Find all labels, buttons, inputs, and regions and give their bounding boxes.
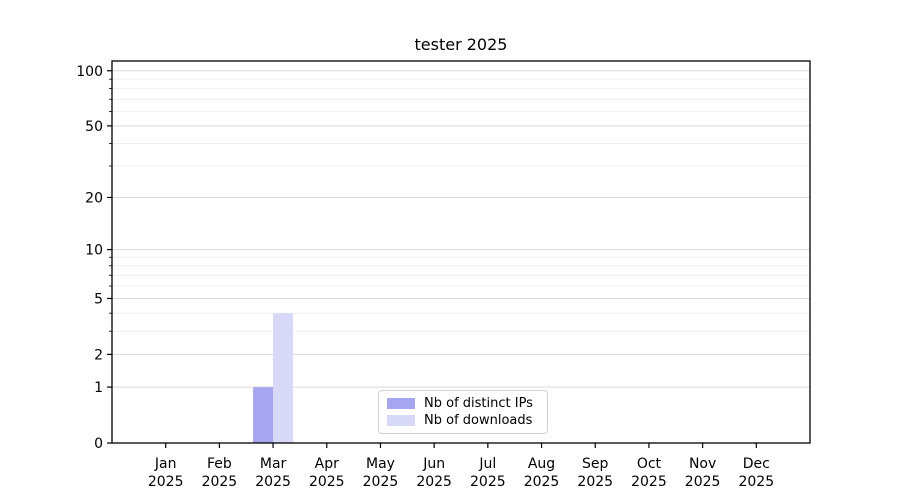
y-tick-label: 1 (94, 380, 103, 396)
x-tick-label-month: Nov (689, 456, 716, 472)
y-tick-label: 10 (85, 243, 103, 259)
y-tick-label: 5 (94, 291, 103, 307)
legend: Nb of distinct IPs Nb of downloads (378, 390, 548, 434)
x-tick-label-month: Sep (582, 456, 609, 472)
legend-swatch (387, 398, 415, 409)
x-tick-label-year: 2025 (685, 474, 721, 490)
x-tick-label-year: 2025 (255, 474, 291, 490)
y-tick-label: 50 (85, 119, 103, 135)
y-tick-label: 100 (76, 64, 103, 80)
y-tick-label: 2 (94, 347, 103, 363)
legend-swatch (387, 415, 415, 426)
x-tick-label-year: 2025 (416, 474, 452, 490)
x-tick-label-year: 2025 (470, 474, 506, 490)
y-tick-label: 0 (94, 436, 103, 452)
x-tick-label-year: 2025 (363, 474, 399, 490)
x-tick-label-year: 2025 (202, 474, 238, 490)
x-tick-label-year: 2025 (524, 474, 560, 490)
bar-nb-of-distinct-ips-mar-2025 (253, 387, 274, 443)
plot-border (111, 60, 811, 444)
x-tick-label-year: 2025 (148, 474, 184, 490)
x-tick-label-year: 2025 (577, 474, 613, 490)
x-tick-label-month: Jan (154, 456, 177, 472)
legend-item-nb-of-downloads: Nb of downloads (387, 413, 539, 428)
x-tick-label-year: 2025 (309, 474, 345, 490)
x-tick-label-month: Apr (315, 456, 339, 472)
x-tick-label-year: 2025 (631, 474, 667, 490)
chart-title: tester 2025 (414, 35, 508, 54)
legend-label: Nb of distinct IPs (424, 396, 533, 411)
x-tick-label-month: Dec (743, 456, 770, 472)
legend-label: Nb of downloads (424, 413, 533, 428)
x-tick-label-month: Mar (260, 456, 287, 472)
x-tick-label-month: Aug (528, 456, 555, 472)
x-tick-label-month: Jun (422, 456, 445, 472)
y-tick-label: 20 (85, 190, 103, 206)
x-tick-label-month: Oct (637, 456, 662, 472)
bar-nb-of-downloads-mar-2025 (273, 313, 294, 443)
legend-item-nb-of-distinct-ips: Nb of distinct IPs (387, 396, 539, 411)
x-tick-label-year: 2025 (738, 474, 774, 490)
x-tick-label-month: Feb (207, 456, 232, 472)
x-tick-label-month: May (366, 456, 395, 472)
x-tick-label-month: Jul (478, 456, 496, 472)
